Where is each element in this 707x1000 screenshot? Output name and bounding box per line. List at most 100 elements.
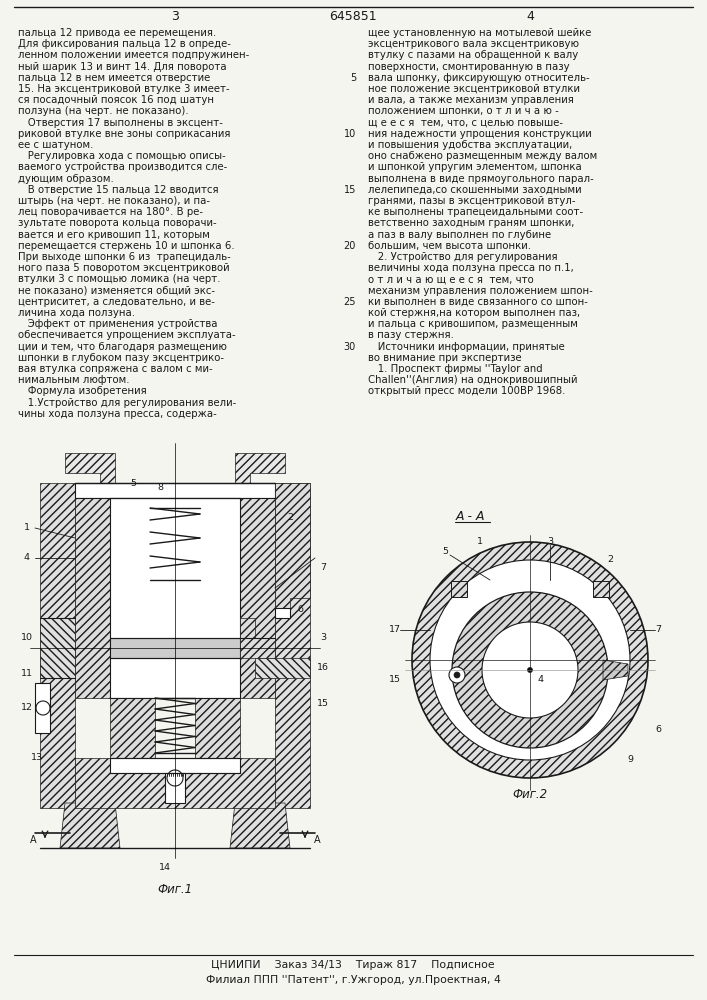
Text: зультате поворота кольца поворачи-: зультате поворота кольца поворачи- xyxy=(18,218,216,228)
Circle shape xyxy=(454,672,460,678)
Circle shape xyxy=(527,668,532,672)
Text: пальца 12 привода ее перемещения.: пальца 12 привода ее перемещения. xyxy=(18,28,216,38)
Text: чины хода ползуна пресса, содержа-: чины хода ползуна пресса, содержа- xyxy=(18,409,217,419)
Text: риковой втулке вне зоны соприкасания: риковой втулке вне зоны соприкасания xyxy=(18,129,230,139)
Bar xyxy=(165,773,185,803)
Bar xyxy=(75,483,275,498)
Bar xyxy=(592,581,609,597)
Text: 3: 3 xyxy=(320,634,326,643)
Text: о т л и ч а ю щ е е с я  тем, что: о т л и ч а ю щ е е с я тем, что xyxy=(368,274,534,284)
Text: втулки 3 с помощью ломика (на черт.: втулки 3 с помощью ломика (на черт. xyxy=(18,274,221,284)
Bar xyxy=(275,608,290,618)
Text: 20: 20 xyxy=(344,241,356,251)
Text: 10: 10 xyxy=(344,129,356,139)
Text: A: A xyxy=(30,835,36,845)
Text: Филиал ППП ''Патент'', г.Ужгород, ул.Проектная, 4: Филиал ППП ''Патент'', г.Ужгород, ул.Про… xyxy=(206,975,501,985)
Text: 12: 12 xyxy=(21,704,33,712)
Text: A: A xyxy=(314,835,320,845)
Text: Фиг.1: Фиг.1 xyxy=(158,883,192,896)
Polygon shape xyxy=(240,498,275,698)
Text: Регулировка хода с помощью описы-: Регулировка хода с помощью описы- xyxy=(18,151,226,161)
Text: 1. Проспект фирмы ''Taylor and: 1. Проспект фирмы ''Taylor and xyxy=(368,364,543,374)
Text: 1: 1 xyxy=(24,524,30,532)
Text: ползуна (на черт. не показано).: ползуна (на черт. не показано). xyxy=(18,106,189,116)
Text: Фиг.2: Фиг.2 xyxy=(513,788,547,801)
Text: шпонки в глубоком пазу эксцентрико-: шпонки в глубоком пазу эксцентрико- xyxy=(18,353,224,363)
Text: Формула изобретения: Формула изобретения xyxy=(18,386,147,396)
Text: 6: 6 xyxy=(655,726,661,734)
Text: щ е е с я  тем, что, с целью повыше-: щ е е с я тем, что, с целью повыше- xyxy=(368,118,563,128)
Text: 1: 1 xyxy=(477,538,483,546)
Text: вая втулка сопряжена с валом с ми-: вая втулка сопряжена с валом с ми- xyxy=(18,364,213,374)
Text: ветственно заходным граням шпонки,: ветственно заходным граням шпонки, xyxy=(368,218,574,228)
Polygon shape xyxy=(110,638,240,658)
Text: эксцентрикового вала эксцентриковую: эксцентрикового вала эксцентриковую xyxy=(368,39,579,49)
Text: центриситет, а следовательно, и ве-: центриситет, а следовательно, и ве- xyxy=(18,297,215,307)
Text: ного паза 5 поворотом эксцентриковой: ного паза 5 поворотом эксцентриковой xyxy=(18,263,230,273)
Text: ции и тем, что благодаря размещению: ции и тем, что благодаря размещению xyxy=(18,342,227,352)
Text: 14: 14 xyxy=(159,863,171,872)
Text: большим, чем высота шпонки.: большим, чем высота шпонки. xyxy=(368,241,531,251)
Text: ки выполнен в виде связанного со шпон-: ки выполнен в виде связанного со шпон- xyxy=(368,297,588,307)
Text: 15. На эксцентриковой втулке 3 имеет-: 15. На эксцентриковой втулке 3 имеет- xyxy=(18,84,230,94)
Text: перемещается стержень 10 и шпонка 6.: перемещается стержень 10 и шпонка 6. xyxy=(18,241,235,251)
Polygon shape xyxy=(195,698,240,758)
Circle shape xyxy=(452,592,608,748)
Text: 645851: 645851 xyxy=(329,10,377,23)
Polygon shape xyxy=(40,483,75,808)
Text: 3: 3 xyxy=(547,538,553,546)
Text: 16: 16 xyxy=(317,664,329,672)
Text: Источники информации, принятые: Источники информации, принятые xyxy=(368,342,565,352)
Polygon shape xyxy=(235,453,285,483)
Text: 7: 7 xyxy=(655,626,661,635)
Circle shape xyxy=(430,560,630,760)
Text: 13: 13 xyxy=(31,754,43,762)
Text: лец поворачивается на 180°. В ре-: лец поворачивается на 180°. В ре- xyxy=(18,207,203,217)
Text: 11: 11 xyxy=(21,668,33,678)
Text: 10: 10 xyxy=(21,634,33,643)
Text: ваемого устройства производится сле-: ваемого устройства производится сле- xyxy=(18,162,227,172)
Text: механизм управления положением шпон-: механизм управления положением шпон- xyxy=(368,286,592,296)
Circle shape xyxy=(412,542,648,778)
Text: ке выполнены трапецеидальными соот-: ке выполнены трапецеидальными соот- xyxy=(368,207,583,217)
Text: 8: 8 xyxy=(157,484,163,492)
Polygon shape xyxy=(240,618,275,658)
Text: 5: 5 xyxy=(130,479,136,488)
Polygon shape xyxy=(75,498,110,698)
Text: вается и его кривошип 11, которым: вается и его кривошип 11, которым xyxy=(18,230,210,240)
Text: во внимание при экспертизе: во внимание при экспертизе xyxy=(368,353,522,363)
Text: штырь (на черт. не показано), и па-: штырь (на черт. не показано), и па- xyxy=(18,196,210,206)
Text: щее установленную на мотылевой шейке: щее установленную на мотылевой шейке xyxy=(368,28,591,38)
Text: 2: 2 xyxy=(287,514,293,522)
Text: Эффект от применения устройства: Эффект от применения устройства xyxy=(18,319,218,329)
Text: 5: 5 xyxy=(350,73,356,83)
Text: вала шпонку, фиксирующую относитель-: вала шпонку, фиксирующую относитель- xyxy=(368,73,590,83)
Polygon shape xyxy=(65,453,115,483)
Text: 5: 5 xyxy=(442,548,448,556)
Text: и шпонкой упругим элементом, шпонка: и шпонкой упругим элементом, шпонка xyxy=(368,162,582,172)
Polygon shape xyxy=(275,483,310,808)
Text: обеспечивается упрощением эксплуата-: обеспечивается упрощением эксплуата- xyxy=(18,330,235,340)
Text: В отверстие 15 пальца 12 вводится: В отверстие 15 пальца 12 вводится xyxy=(18,185,218,195)
Polygon shape xyxy=(60,803,120,848)
Text: и пальца с кривошипом, размещенным: и пальца с кривошипом, размещенным xyxy=(368,319,578,329)
Text: 15: 15 xyxy=(344,185,356,195)
Text: 7: 7 xyxy=(320,564,326,572)
Circle shape xyxy=(482,622,578,718)
Text: личина хода ползуна.: личина хода ползуна. xyxy=(18,308,135,318)
Text: дующим образом.: дующим образом. xyxy=(18,174,114,184)
Text: а паз в валу выполнен по глубине: а паз в валу выполнен по глубине xyxy=(368,230,551,240)
Text: 30: 30 xyxy=(344,342,356,352)
Text: оно снабжено размещенным между валом: оно снабжено размещенным между валом xyxy=(368,151,597,161)
Text: 4: 4 xyxy=(526,10,534,23)
Text: ее с шатуном.: ее с шатуном. xyxy=(18,140,93,150)
Text: 1.Устройство для регулирования вели-: 1.Устройство для регулирования вели- xyxy=(18,398,236,408)
Bar xyxy=(35,683,50,733)
Text: 17: 17 xyxy=(389,626,401,635)
Text: 4: 4 xyxy=(537,676,543,684)
Text: А - А: А - А xyxy=(455,510,485,523)
Text: 15: 15 xyxy=(317,698,329,708)
Text: лелепипеда,со скошенными заходными: лелепипеда,со скошенными заходными xyxy=(368,185,582,195)
Polygon shape xyxy=(110,698,155,758)
Text: величины хода ползуна пресса по п.1,: величины хода ползуна пресса по п.1, xyxy=(368,263,574,273)
